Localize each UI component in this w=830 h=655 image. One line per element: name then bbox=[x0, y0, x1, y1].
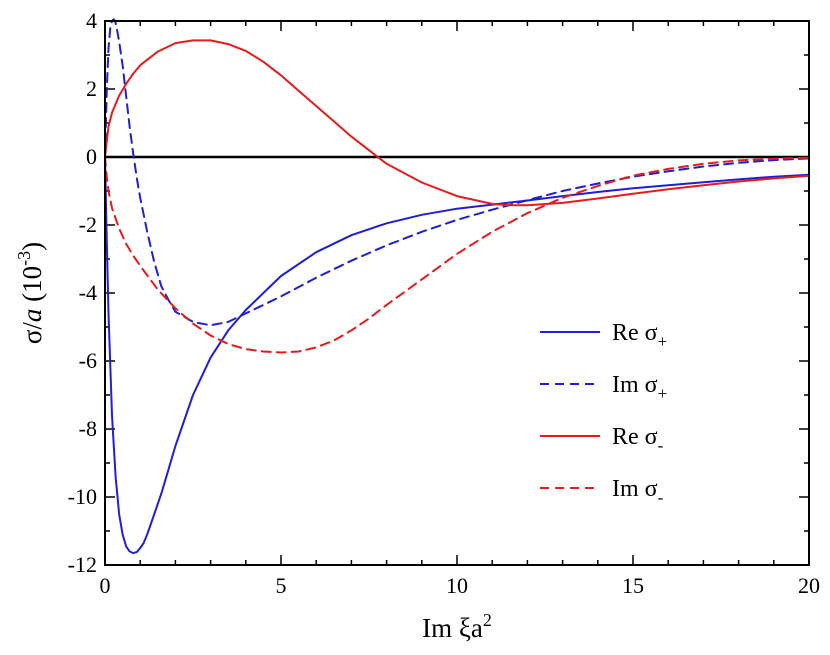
legend-label-0: Re σ+ bbox=[612, 320, 667, 351]
legend-label-3: Im σ- bbox=[612, 476, 664, 507]
y-tick-label: -6 bbox=[79, 348, 97, 373]
y-tick-label: -12 bbox=[68, 552, 97, 577]
y-tick-label: -4 bbox=[79, 280, 97, 305]
legend: Re σ+ Im σ+ Re σ- Im σ- bbox=[540, 320, 667, 507]
x-axis-label: Im ξa2 bbox=[422, 610, 492, 643]
y-axis-label: σ/a (10-3) bbox=[14, 242, 47, 344]
y-tick-label: -10 bbox=[68, 484, 97, 509]
y-tick-label: -2 bbox=[79, 212, 97, 237]
legend-label-2: Re σ- bbox=[612, 424, 664, 455]
y-tick-label: 0 bbox=[86, 144, 97, 169]
x-tick-label: 5 bbox=[276, 573, 287, 598]
series-line-2 bbox=[104, 39, 810, 207]
x-tick-label: 15 bbox=[622, 573, 644, 598]
y-tick-label: -8 bbox=[79, 416, 97, 441]
y-tick-labels: -12 -10 -8 -6 -4 -2 0 2 4 bbox=[68, 8, 97, 577]
y-tick-label: 4 bbox=[86, 8, 97, 33]
series-line-0 bbox=[104, 156, 810, 555]
x-tick-labels: 0 5 10 15 20 bbox=[100, 573, 821, 598]
plot-frame bbox=[104, 20, 810, 566]
axis-ticks bbox=[104, 20, 810, 566]
y-tick-label: 2 bbox=[86, 76, 97, 101]
x-tick-label: 10 bbox=[446, 573, 468, 598]
series-line-1 bbox=[104, 18, 810, 327]
x-tick-label: 0 bbox=[100, 573, 111, 598]
series-line-3 bbox=[104, 156, 810, 354]
legend-label-1: Im σ+ bbox=[612, 372, 667, 403]
x-tick-label: 20 bbox=[798, 573, 820, 598]
series-lines bbox=[104, 18, 810, 555]
